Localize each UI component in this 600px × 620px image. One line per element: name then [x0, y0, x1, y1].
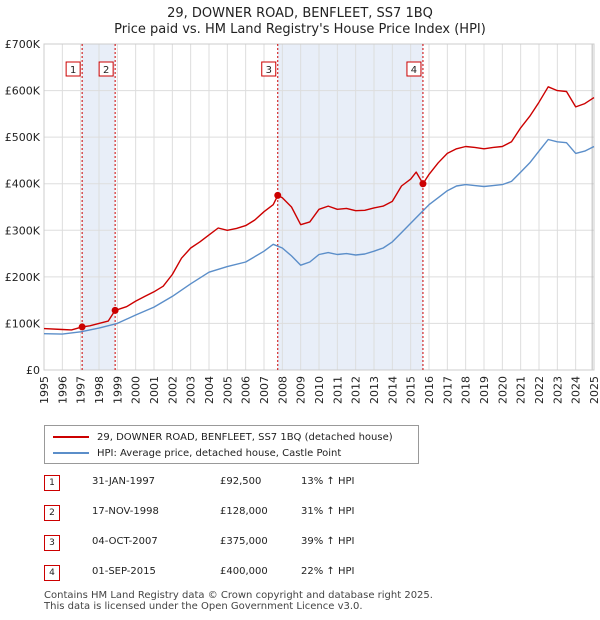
legend-item-hpi: HPI: Average price, detached house, Cast…: [53, 446, 341, 460]
sale-number-badge: 2: [44, 505, 60, 521]
x-tick-label: 2022: [533, 376, 546, 404]
x-tick-label: 1999: [111, 376, 124, 404]
x-tick-label: 2006: [240, 376, 253, 404]
sale-number-badge: 1: [44, 475, 60, 491]
sale-hpi-change: 39% ↑ HPI: [301, 536, 355, 547]
sale-label-box: [406, 61, 422, 77]
footer-license: This data is licensed under the Open Gov…: [44, 601, 363, 612]
sale-price: £400,000: [220, 566, 268, 577]
price-chart: £0 £100K £200K £300K £400K £500K £600K £700K 199…: [5, 38, 600, 404]
footer-copyright: Contains HM Land Registry data © Crown c…: [44, 590, 433, 601]
chart-title: 29, DOWNER ROAD, BENFLEET, SS7 1BQ: [167, 6, 433, 21]
x-tick-label: 2012: [350, 376, 363, 404]
sale-number-badge: 3: [44, 535, 60, 551]
x-tick-label: 2014: [386, 376, 399, 404]
x-tick-label: 2004: [203, 376, 216, 404]
legend-label-property: 29, DOWNER ROAD, BENFLEET, SS7 1BQ (deta…: [97, 431, 393, 443]
x-tick-label: 2005: [221, 376, 234, 404]
hpi-line: [43, 138, 595, 335]
sale-label-box: [98, 61, 114, 77]
legend: 29, DOWNER ROAD, BENFLEET, SS7 1BQ (deta…: [44, 425, 419, 464]
sale-hpi-change: 13% ↑ HPI: [301, 476, 355, 487]
sale-date: 04-OCT-2007: [92, 536, 158, 547]
sale-label-box: [261, 61, 277, 77]
x-tick-label: 2008: [276, 376, 289, 404]
x-tick-label: 2016: [423, 376, 436, 404]
y-tick-label: £200K: [5, 271, 41, 284]
x-tick-label: 1995: [38, 376, 51, 404]
x-tick-label: 2021: [515, 376, 528, 404]
sale-label-text: 3: [266, 65, 272, 76]
x-tick-label: 2000: [130, 376, 143, 404]
x-tick-label: 2013: [368, 376, 381, 404]
property-price-line: [43, 86, 595, 331]
footer: Contains HM Land Registry data © Crown c…: [44, 590, 433, 612]
sale-point: [274, 191, 282, 199]
x-tick-label: 1997: [75, 376, 88, 404]
sale-label-box: [65, 61, 81, 77]
x-tick-label: 2024: [570, 376, 583, 404]
x-tick-label: 2007: [258, 376, 271, 404]
x-tick-label: 1998: [93, 376, 106, 404]
x-tick-label: 2017: [441, 376, 454, 404]
y-tick-label: £100K: [5, 317, 41, 330]
sale-label-text: 2: [103, 65, 109, 76]
legend-label-hpi: HPI: Average price, detached house, Cast…: [97, 447, 342, 459]
y-tick-label: £600K: [5, 85, 41, 98]
plot-frame: [43, 43, 595, 371]
legend-item-property: 29, DOWNER ROAD, BENFLEET, SS7 1BQ (deta…: [53, 430, 393, 444]
sale-point: [78, 323, 86, 331]
sale-label-text: 1: [70, 65, 76, 76]
x-tick-label: 2009: [295, 376, 308, 404]
sale-price: £92,500: [220, 476, 262, 487]
y-tick-label: £300K: [5, 224, 41, 237]
legend-swatch-property: [53, 436, 89, 438]
sale-hpi-change: 22% ↑ HPI: [301, 566, 355, 577]
sale-row: 2 17-NOV-1998 £128,000 31% ↑ HPI: [44, 501, 384, 524]
sale-price: £375,000: [220, 536, 268, 547]
x-tick-label: 2010: [313, 376, 326, 404]
sale-date: 31-JAN-1997: [92, 476, 156, 487]
x-tick-label: 2023: [551, 376, 564, 404]
sale-date: 01-SEP-2015: [92, 566, 156, 577]
y-tick-label: £500K: [5, 131, 41, 144]
sale-row: 3 04-OCT-2007 £375,000 39% ↑ HPI: [44, 531, 384, 554]
sales-table: 1 31-JAN-1997 £92,500 13% ↑ HPI 2 17-NOV…: [44, 471, 384, 591]
sale-row: 4 01-SEP-2015 £400,000 22% ↑ HPI: [44, 561, 384, 584]
x-tick-label: 1996: [56, 376, 69, 404]
chart-subtitle: Price paid vs. HM Land Registry's House …: [114, 22, 486, 37]
x-tick-label: 2003: [185, 376, 198, 404]
x-tick-label: 2002: [166, 376, 179, 404]
y-tick-label: £0: [26, 364, 40, 377]
sale-date: 17-NOV-1998: [92, 506, 159, 517]
sale-hpi-change: 31% ↑ HPI: [301, 506, 355, 517]
x-tick-label: 2001: [148, 376, 161, 404]
sale-point: [111, 306, 119, 314]
sale-number-badge: 4: [44, 565, 60, 581]
sale-row: 1 31-JAN-1997 £92,500 13% ↑ HPI: [44, 471, 384, 494]
x-tick-label: 2011: [331, 376, 344, 404]
y-tick-label: £700K: [5, 38, 41, 51]
sale-point: [419, 180, 427, 188]
x-tick-label: 2018: [460, 376, 473, 404]
x-tick-label: 2025: [588, 376, 600, 404]
sale-label-text: 4: [411, 65, 417, 76]
x-tick-label: 2019: [478, 376, 491, 404]
shaded-range: [277, 44, 423, 370]
legend-swatch-hpi: [53, 452, 89, 454]
y-tick-label: £400K: [5, 178, 41, 191]
x-tick-label: 2015: [405, 376, 418, 404]
sale-price: £128,000: [220, 506, 268, 517]
x-tick-label: 2020: [496, 376, 509, 404]
